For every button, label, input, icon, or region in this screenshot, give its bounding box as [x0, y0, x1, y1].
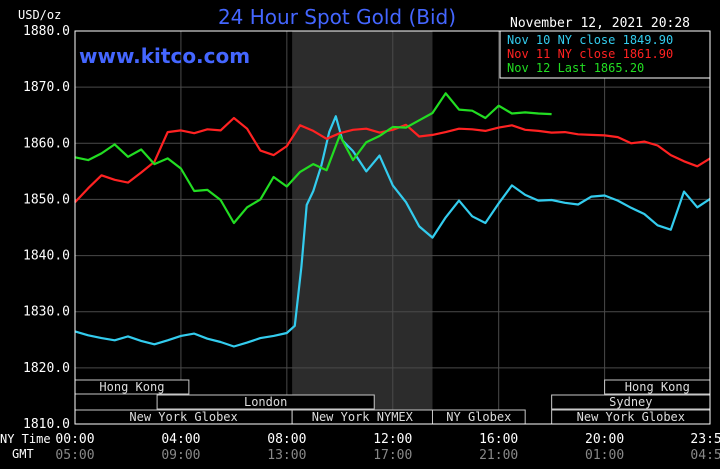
x-row-label-gmt: GMT [12, 447, 34, 461]
x-axis-ticks: 00:00 04:00 08:00 12:00 16:00 20:00 23:59 05:00… [55, 432, 720, 463]
y-tick-label: 1870.0 [23, 80, 70, 95]
session-label: New York Globex [129, 410, 237, 424]
y-tick-label: 1880.0 [23, 24, 70, 39]
legend-entry-nov12: Nov 12 Last 1865.20 [507, 61, 644, 75]
x-tick-label-gmt: 17:00 [373, 448, 412, 463]
chart-timestamp: November 12, 2021 20:28 [510, 16, 690, 31]
chart-title: 24 Hour Spot Gold (Bid) [218, 5, 456, 29]
legend-box [499, 30, 711, 79]
y-tick-label: 1860.0 [23, 136, 70, 151]
x-tick-label-gmt: 13:00 [267, 448, 306, 463]
y-axis-ticks: 1880.0 1870.0 1860.0 1850.0 1840.0 1830.0 1820… [23, 24, 70, 432]
session-label: Hong Kong [625, 380, 690, 394]
x-tick-label-gmt: 01:00 [585, 448, 624, 463]
grid-lines [75, 31, 710, 424]
price-series-lines [74, 92, 711, 348]
x-tick-label-ny: 00:00 [55, 432, 94, 447]
x-tick-label-ny: 16:00 [479, 432, 518, 447]
x-tick-label-ny: 20:00 [585, 432, 624, 447]
y-tick-label: 1810.0 [23, 417, 70, 432]
x-tick-label-gmt: 05:00 [55, 448, 94, 463]
session-box [156, 394, 375, 410]
session-label: London [244, 395, 287, 409]
x-tick-label-gmt: 21:00 [479, 448, 518, 463]
plot-frame [74, 30, 711, 425]
series-line-2 [74, 92, 552, 225]
y-tick-label: 1840.0 [23, 249, 70, 264]
session-label: NY Globex [446, 410, 511, 424]
y-tick-label: 1830.0 [23, 305, 70, 320]
x-tick-label-gmt: 09:00 [161, 448, 200, 463]
series-line-0 [74, 115, 711, 348]
legend-entry-nov10: Nov 10 NY close 1849.90 [507, 33, 673, 47]
session-label: Hong Kong [99, 380, 164, 394]
series-line-1 [74, 116, 711, 203]
x-tick-label-gmt: 04:59 [690, 448, 720, 463]
x-tick-label-ny: 04:00 [161, 432, 200, 447]
y-unit-label: USD/oz [18, 8, 61, 22]
y-tick-label: 1820.0 [23, 361, 70, 376]
y-tick-label: 1850.0 [23, 192, 70, 207]
x-tick-label-ny: 08:00 [267, 432, 306, 447]
legend: Nov 10 NY close 1849.90 Nov 11 NY close … [499, 30, 711, 79]
x-tick-label-ny: 12:00 [373, 432, 412, 447]
x-tick-label-ny: 23:59 [690, 432, 720, 447]
watermark: www.kitco.com [79, 44, 250, 68]
session-label: New York NYMEX [312, 410, 414, 424]
session-label: Sydney [609, 395, 652, 409]
legend-entry-nov11: Nov 11 NY close 1861.90 [507, 47, 673, 61]
x-row-label-ny: NY Time [0, 432, 51, 446]
session-label: New York Globex [577, 410, 685, 424]
nymex-session-shading [292, 31, 433, 424]
